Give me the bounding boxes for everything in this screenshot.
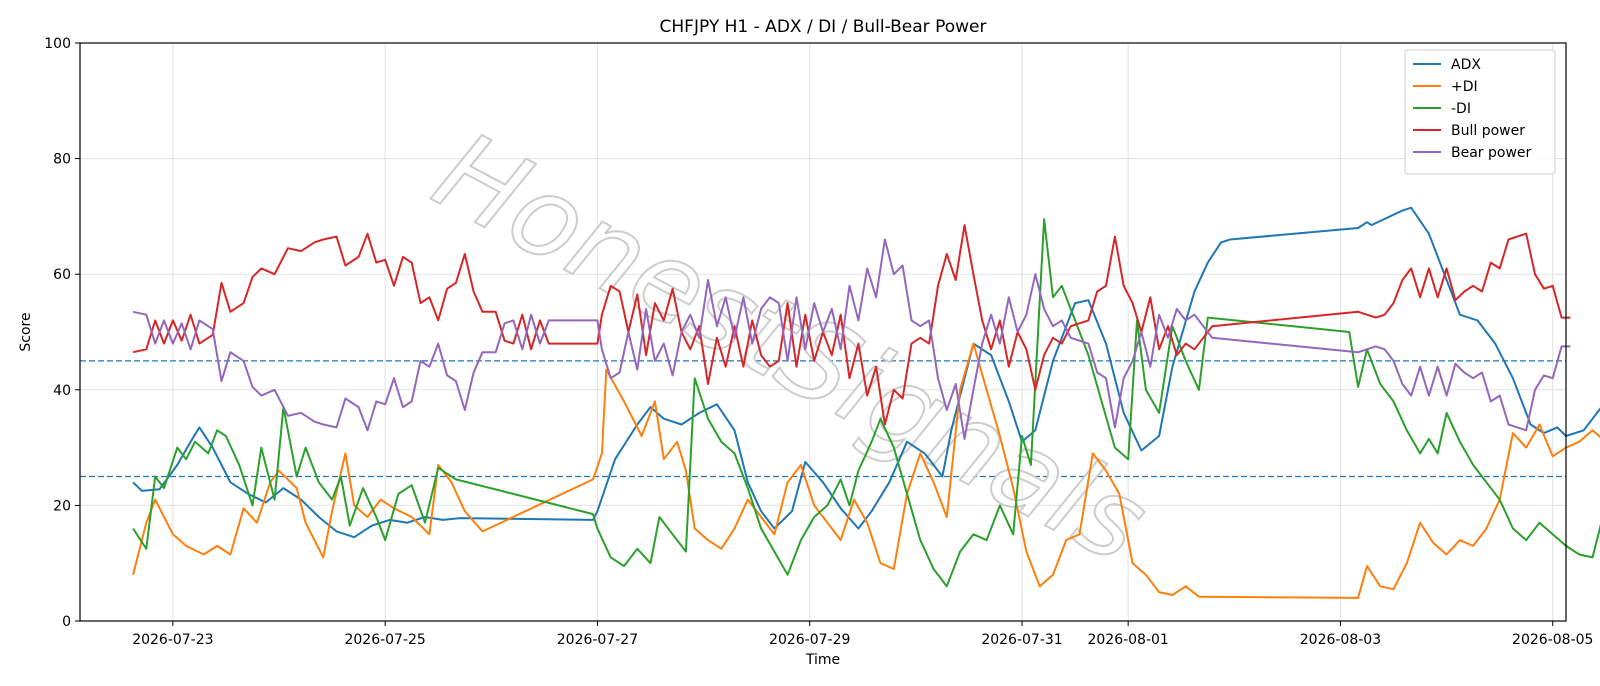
x-tick-label: 2026-07-31: [981, 632, 1062, 648]
x-tick-label: 2026-08-01: [1087, 632, 1168, 648]
y-axis-label: Score: [18, 312, 34, 351]
legend-label: Bull power: [1451, 123, 1525, 139]
series-line-bear-power: [132, 238, 1571, 440]
y-tick-label: 100: [44, 36, 71, 52]
reference-lines: [80, 360, 1566, 478]
series-line-di: [132, 218, 1600, 588]
x-tick-label: 2026-07-27: [557, 632, 638, 648]
legend-label: ADX: [1451, 57, 1481, 73]
legend-label: Bear power: [1451, 145, 1532, 161]
series-line-bull-power: [132, 224, 1571, 426]
legend-label: +DI: [1451, 79, 1478, 95]
x-tick-label: 2026-07-29: [769, 632, 850, 648]
legend-box: [1404, 49, 1556, 175]
y-tick-label: 20: [53, 498, 71, 514]
y-tick-label: 0: [62, 614, 71, 630]
x-axis-label: Time: [805, 652, 840, 668]
y-tick-label: 60: [53, 267, 71, 283]
x-axis: 2026-07-23 2026-07-25 2026-07-27 2026-07-29…: [132, 621, 1593, 648]
plot-frame: [79, 42, 1567, 622]
series-group: [132, 206, 1600, 599]
x-tick-label: 2026-07-23: [132, 632, 213, 648]
y-tick-label: 80: [53, 152, 71, 168]
legend: ADX +DI -DI Bull power Bear power: [1404, 49, 1556, 175]
chart-title: CHFJPY H1 - ADX / DI / Bull-Bear Power: [660, 17, 987, 37]
y-axis: 0 20 40 60 80 100: [44, 36, 80, 630]
legend-label: -DI: [1451, 101, 1471, 117]
x-tick-label: 2026-08-03: [1300, 632, 1381, 648]
x-tick-label: 2026-08-05: [1512, 632, 1593, 648]
x-tick-label: 2026-07-25: [344, 632, 425, 648]
y-tick-label: 40: [53, 383, 71, 399]
series-line-di: [132, 342, 1600, 599]
